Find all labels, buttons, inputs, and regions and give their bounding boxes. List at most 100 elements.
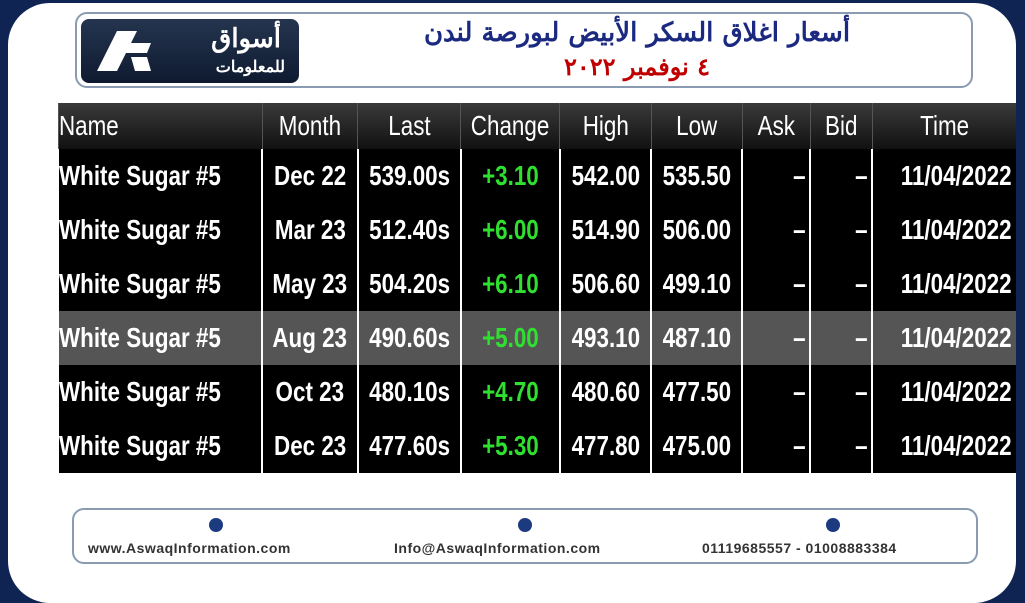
- table-cell: –: [741, 203, 811, 257]
- column-header-text: Month: [278, 110, 342, 141]
- table-cell-text: 535.50: [662, 160, 732, 191]
- table-cell: 542.00: [558, 149, 652, 203]
- table-cell-text: 477.80: [571, 430, 640, 461]
- table-cell-text: Mar 23: [274, 214, 346, 245]
- table-cell-text: 11/04/2022: [901, 376, 1012, 407]
- table-cell: –: [741, 149, 811, 203]
- table-cell: White Sugar #5: [56, 311, 263, 365]
- phone-icon: [826, 518, 840, 532]
- table-cell-text: –: [854, 160, 868, 191]
- table-cell: May 23: [261, 257, 358, 311]
- column-header: Month: [261, 103, 358, 149]
- table-cell: Dec 23: [261, 419, 358, 473]
- table-cell: 504.20s: [356, 257, 461, 311]
- column-header-text: Last: [388, 110, 431, 141]
- table-cell: 11/04/2022: [871, 311, 1016, 365]
- table-cell: 514.90: [558, 203, 652, 257]
- table-cell-text: White Sugar #5: [59, 376, 221, 407]
- table-cell-text: 11/04/2022: [901, 214, 1012, 245]
- table-cell: –: [809, 149, 873, 203]
- table-cell: Mar 23: [261, 203, 358, 257]
- table-cell: White Sugar #5: [56, 419, 263, 473]
- table-cell: +4.70: [459, 365, 560, 419]
- table-cell-text: 11/04/2022: [901, 430, 1012, 461]
- table-cell-text: 514.90: [571, 214, 640, 245]
- table-cell: +3.10: [459, 149, 560, 203]
- table-cell-text: Dec 22: [273, 160, 347, 191]
- table-cell: 477.80: [558, 419, 652, 473]
- column-header-text: Low: [676, 110, 718, 141]
- table-cell: 487.10: [650, 311, 743, 365]
- column-header-text: Change: [471, 110, 550, 141]
- table-row: White Sugar #5 Aug 23 490.60s +5.00 493.10 48…: [56, 311, 1016, 365]
- table-cell-text: 11/04/2022: [901, 268, 1012, 299]
- table-cell: 499.10: [650, 257, 743, 311]
- table-cell: Dec 22: [261, 149, 358, 203]
- column-header-text: Ask: [757, 110, 795, 141]
- table-cell-text: –: [854, 214, 868, 245]
- table-cell-text: White Sugar #5: [59, 430, 221, 461]
- email-icon: [518, 518, 532, 532]
- table-cell: 11/04/2022: [871, 419, 1016, 473]
- table-cell: 512.40s: [356, 203, 461, 257]
- table-cell-text: –: [792, 322, 806, 353]
- column-header-text: Bid: [825, 110, 858, 141]
- table-cell: –: [809, 419, 873, 473]
- column-header: Name: [57, 103, 263, 149]
- table-cell-text: –: [792, 214, 806, 245]
- table-cell-text: 506.00: [662, 214, 732, 245]
- table-cell-text: 542.00: [571, 160, 640, 191]
- table-cell: –: [741, 257, 811, 311]
- table-cell: +6.10: [459, 257, 560, 311]
- logo-name: أسواق: [211, 23, 281, 53]
- title: أسعار اغلاق السكر الأبيض لبورصة لندن: [423, 18, 851, 48]
- table-cell-text: 512.40s: [368, 214, 450, 245]
- logo-subtitle: للمعلومات: [215, 59, 285, 76]
- page: أسواق للمعلومات أسعار اغلاق السكر الأبيض…: [8, 3, 1016, 603]
- column-header: Last: [357, 103, 461, 149]
- table-row: White Sugar #5 Mar 23 512.40s +6.00 514.90 50…: [56, 203, 1016, 257]
- table-cell: 11/04/2022: [871, 257, 1016, 311]
- table-cell: 506.60: [558, 257, 652, 311]
- table-cell: –: [741, 365, 811, 419]
- table-cell-text: 539.00s: [368, 160, 450, 191]
- table-cell-text: –: [792, 160, 806, 191]
- table-cell-text: –: [854, 268, 868, 299]
- header-box: أسواق للمعلومات أسعار اغلاق السكر الأبيض…: [75, 12, 973, 88]
- table-cell: 11/04/2022: [871, 365, 1016, 419]
- table-cell: –: [809, 203, 873, 257]
- column-header: Low: [650, 103, 743, 149]
- table-cell: 490.60s: [356, 311, 461, 365]
- table-cell: 480.10s: [356, 365, 461, 419]
- table-cell-text: White Sugar #5: [59, 322, 221, 353]
- table-cell: +6.00: [459, 203, 560, 257]
- table-cell: White Sugar #5: [56, 203, 263, 257]
- table-row: White Sugar #5 May 23 504.20s +6.10 506.60 49…: [56, 257, 1016, 311]
- table-cell-text: Oct 23: [275, 376, 345, 407]
- column-header: Change: [460, 103, 560, 149]
- table-cell: 506.00: [650, 203, 743, 257]
- table-cell-text: –: [792, 268, 806, 299]
- table-cell-text: Aug 23: [272, 322, 348, 353]
- website: www.AswaqInformation.com: [88, 540, 291, 556]
- table-cell: 475.00: [650, 419, 743, 473]
- table-cell-text: 480.60: [571, 376, 640, 407]
- table-cell: –: [741, 419, 811, 473]
- table-cell-text: +6.10: [482, 268, 539, 299]
- column-header: High: [559, 103, 652, 149]
- table-cell: 535.50: [650, 149, 743, 203]
- column-header: Bid: [809, 103, 873, 149]
- table-cell-text: 477.60s: [368, 430, 450, 461]
- price-table: Name Month Last Change High Low Ask Bid Time Whit…: [56, 103, 1016, 473]
- column-header: Ask: [741, 103, 811, 149]
- table-cell: –: [741, 311, 811, 365]
- web-icon: [209, 518, 223, 532]
- table-cell: –: [809, 365, 873, 419]
- table-cell-text: 477.50: [662, 376, 732, 407]
- table-cell: 480.60: [558, 365, 652, 419]
- table-cell-text: 506.60: [571, 268, 640, 299]
- table-row: White Sugar #5 Dec 23 477.60s +5.30 477.80 47…: [56, 419, 1016, 473]
- table-cell-text: –: [854, 430, 868, 461]
- table-cell-text: 11/04/2022: [901, 322, 1012, 353]
- table-cell-text: –: [792, 430, 806, 461]
